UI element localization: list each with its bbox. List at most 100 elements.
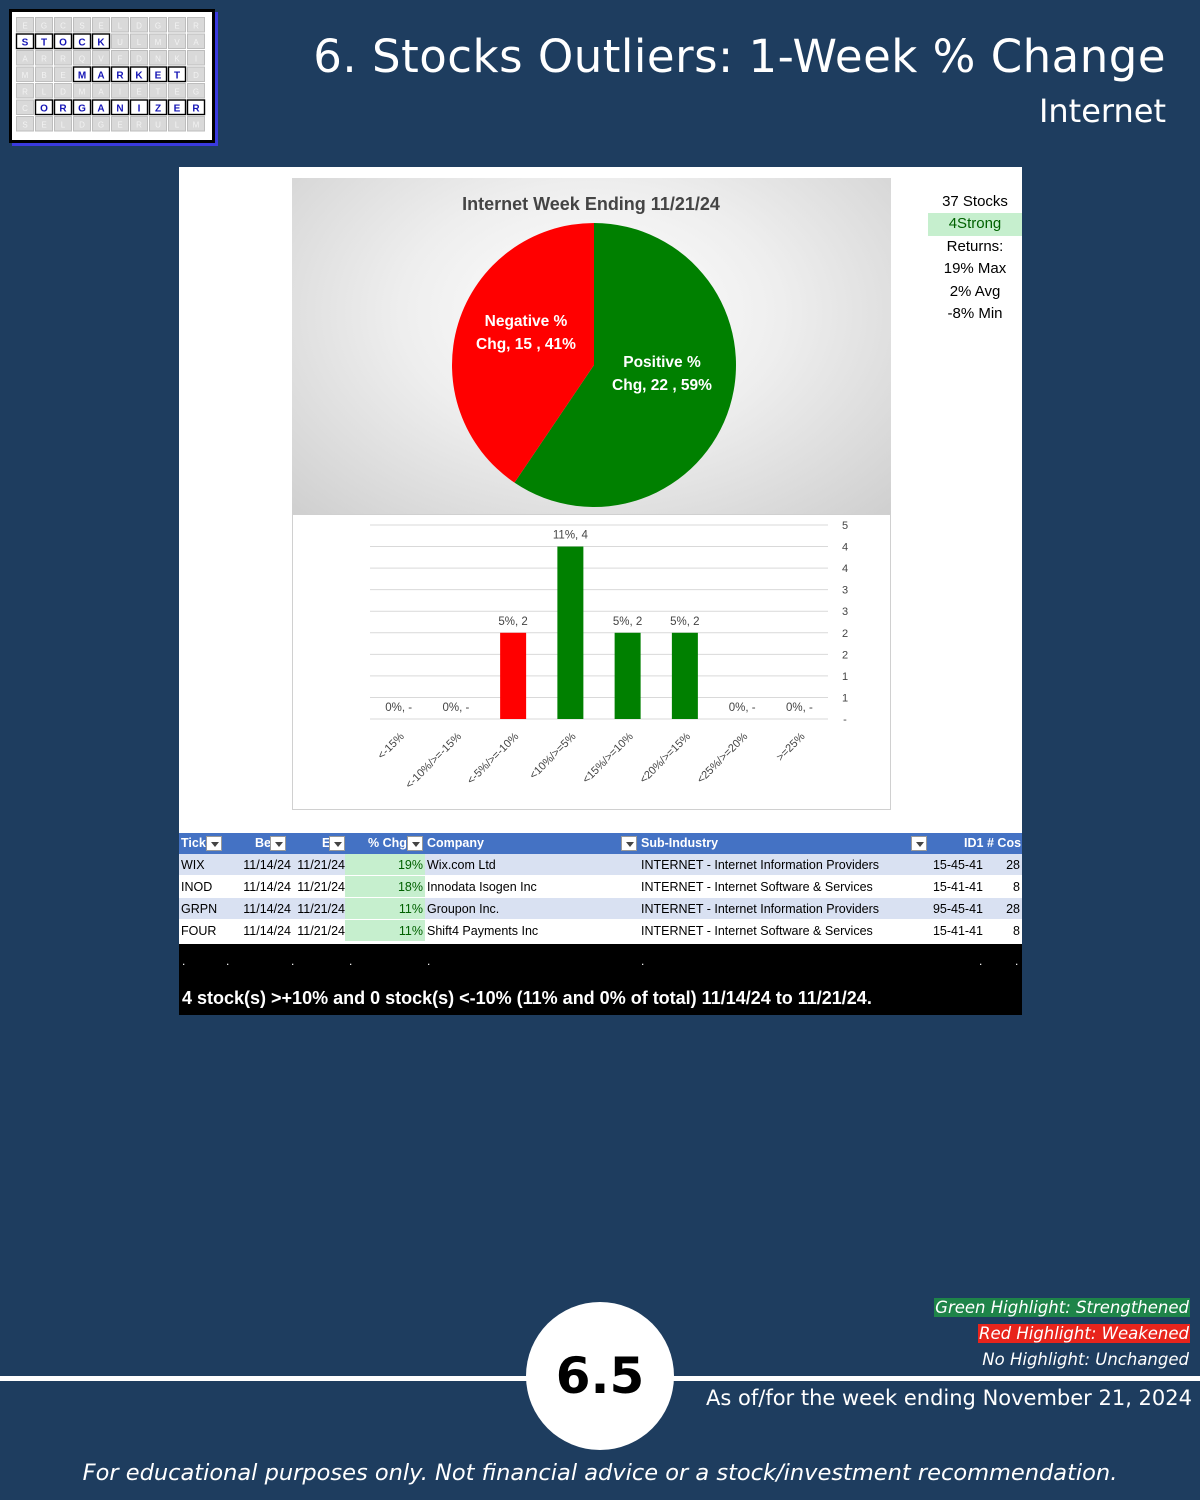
bar-y-tick-label: 4 [842, 563, 848, 575]
logo-filler-letter: G [155, 22, 161, 31]
logo-filler-box [54, 83, 72, 99]
logo-letter-box [72, 66, 92, 83]
logo-letter-box [110, 66, 130, 83]
logo-filler-box [130, 83, 148, 99]
pct-change-filter-dropdown[interactable] [407, 836, 423, 851]
cell-ticker: WIX [181, 858, 205, 872]
logo-filler-box [111, 83, 129, 99]
strong-count: 4Strong [928, 213, 1022, 236]
pie-label-line1: Positive % [623, 354, 701, 371]
header-company: Company [427, 836, 484, 850]
summary-dot: . [349, 954, 353, 968]
cell-sub-industry: INTERNET - Internet Information Provider… [641, 902, 880, 916]
logo-filler-box [149, 17, 167, 33]
end-date-filter-dropdown[interactable] [329, 836, 345, 851]
logo-filler-letter: D [136, 22, 142, 31]
logo-filler-box [92, 83, 110, 99]
logo-filler-letter: A [193, 38, 199, 47]
begin-date-filter-dropdown[interactable] [270, 836, 286, 851]
logo-line-organizer-letter: R [192, 104, 200, 115]
pie-label-line2: Chg, 15 , 41% [476, 336, 576, 353]
logo-filler-letter: E [174, 22, 179, 31]
header-sub-industry: Sub-Industry [641, 836, 719, 850]
bar-y-tick-label: 4 [842, 542, 848, 554]
table-row[interactable]: FOUR 11/14/24 11/21/24 11% Shift4 Payments I… [179, 920, 1022, 942]
logo-line-organizer-letter: I [138, 104, 141, 115]
logo-filler-letter: E [41, 121, 46, 130]
logo-filler-letter: L [42, 88, 47, 97]
logo-filler-letter: D [193, 71, 199, 80]
logo-filler-box [73, 50, 91, 66]
logo-line-market-letter: T [174, 71, 180, 82]
summary-dot: . [226, 954, 230, 968]
pie-chart: Internet Week Ending 11/21/24 Positive % C… [452, 194, 736, 507]
disclaimer: For educational purposes only. Not finan… [82, 1460, 1118, 1486]
page-title: 6. Stocks Outliers: 1-Week % Change [313, 30, 1166, 83]
logo-filler-box [92, 17, 110, 33]
logo-filler-letter: L [137, 38, 142, 47]
company-filter-dropdown[interactable] [621, 836, 637, 851]
logo-line-stock-letter: C [78, 38, 85, 49]
logo-letter-box [91, 99, 111, 116]
logo-filler-box [35, 50, 53, 66]
logo-letter-box [72, 33, 92, 50]
cell-end-date: 11/21/24 [297, 902, 345, 916]
logo-filler-letter: N [155, 55, 161, 64]
logo-filler-letter: B [41, 71, 46, 80]
cell-id1: 15-45-41 [932, 858, 983, 872]
logo-letter-box [129, 66, 149, 83]
logo-graphic: E G C S E L D G E RS T O C K U L M V AA R R Q V F D N K IM B E M A R K E T D… [15, 17, 206, 132]
logo-filler-box [187, 83, 205, 99]
logo-filler-box [35, 17, 53, 33]
cell-company: Wix.com Ltd [427, 858, 496, 872]
logo-filler-letter: E [98, 22, 103, 31]
logo-filler-letter: S [22, 121, 27, 130]
logo-line-organizer-letter: G [78, 104, 86, 115]
logo-filler-letter: D [79, 121, 85, 130]
logo-filler-letter: E [60, 71, 65, 80]
logo-filler-box [168, 17, 186, 33]
logo-filler-letter: G [98, 121, 104, 130]
bar [671, 632, 698, 719]
logo-filler-letter: U [117, 38, 123, 47]
logo-filler-box [35, 116, 53, 132]
cell-begin-date: 11/14/24 [243, 858, 291, 872]
returns-label: Returns: [946, 237, 1004, 255]
logo-filler-box [111, 116, 129, 132]
stock-count: 37 Stocks [942, 193, 1008, 210]
logo-filler-letter: A [22, 55, 28, 64]
sub-industry-filter-dropdown[interactable] [911, 836, 927, 851]
bar [500, 632, 527, 719]
logo-filler-box [187, 116, 205, 132]
logo-filler-letter: I [119, 88, 121, 97]
header-pct-change: % Chg [368, 836, 407, 850]
legend-red: Red Highlight: Weakened [978, 1324, 1190, 1343]
logo-filler-box [187, 66, 205, 82]
legend-green: Green Highlight: Strengthened [934, 1298, 1190, 1317]
bar-y-tick-label: 1 [842, 692, 848, 704]
logo-line-organizer-letter: R [59, 104, 67, 115]
logo-filler-box [130, 50, 148, 66]
logo-filler-letter: S [79, 22, 84, 31]
table-row[interactable]: WIX 11/14/24 11/21/24 19% Wix.com Ltd INTERNE… [179, 854, 1022, 876]
logo-filler-letter: V [174, 38, 180, 47]
logo-letter-box [91, 33, 111, 50]
header-begin-date: Be [255, 836, 271, 850]
bar-data-label: 11%, 4 [553, 530, 589, 542]
table-row[interactable]: INOD 11/14/24 11/21/24 18% Innodata Isogen I… [179, 876, 1022, 898]
cell-id1: 15-41-41 [932, 924, 983, 938]
logo-filler-box [130, 33, 148, 49]
logo-filler-letter: L [61, 121, 66, 130]
table-row[interactable]: GRPN 11/14/24 11/21/24 11% Groupon Inc. INTER… [179, 898, 1022, 920]
logo-filler-letter: E [22, 22, 27, 31]
logo-line-organizer-letter: A [97, 104, 104, 115]
bar-category-label: >=25% [774, 730, 807, 763]
logo-filler-box [168, 116, 186, 132]
logo-filler-box [111, 17, 129, 33]
logo-letter-box [148, 66, 168, 83]
pie-label-box [601, 348, 723, 398]
logo-filler-box [16, 17, 34, 33]
bar-y-tick-label: 1 [842, 671, 848, 683]
ticker-filter-dropdown[interactable] [206, 836, 222, 851]
logo-line-stock-letter: S [22, 38, 29, 49]
